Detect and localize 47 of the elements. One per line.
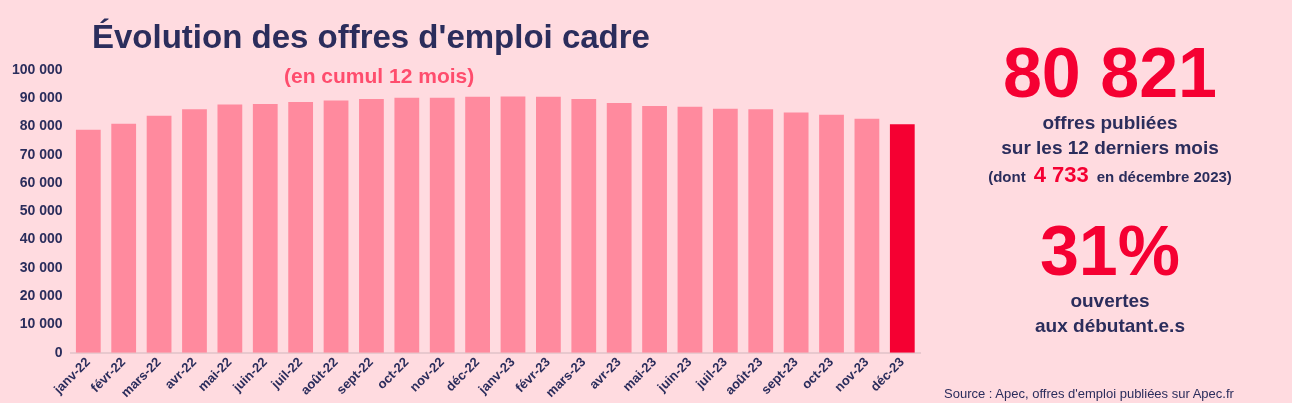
text: sur les 12 derniers mois: [1001, 137, 1219, 158]
bar: [606, 103, 632, 353]
text: offres publiées: [1042, 112, 1178, 133]
y-tick-label: 100 000: [12, 60, 63, 77]
bar: [783, 112, 809, 353]
y-tick-label: 50 000: [19, 202, 63, 219]
bar: [146, 115, 172, 353]
bar: [217, 104, 243, 353]
bar: [359, 99, 384, 353]
bar: [889, 124, 915, 353]
bar: [854, 118, 880, 353]
bar: [323, 100, 349, 353]
text: aux débutant.e.s: [1035, 315, 1185, 336]
bar: [465, 96, 490, 353]
text: en décembre 2023): [1096, 168, 1232, 185]
source-note: Source : Apec, offres d'emploi publiées sur Apec.fr: [944, 386, 1234, 401]
y-tick-label: 0: [54, 343, 63, 360]
bar: [75, 129, 101, 353]
bar: [677, 106, 703, 353]
bar: [642, 105, 667, 353]
y-tick-label: 60 000: [19, 173, 63, 190]
y-tick-label: 80 000: [19, 117, 63, 134]
bar: [429, 97, 455, 353]
y-tick-label: 30 000: [19, 258, 63, 275]
bar: [748, 109, 774, 353]
bar: [500, 96, 526, 353]
text: 31%: [1039, 212, 1181, 290]
bar: [288, 101, 314, 353]
bar: [182, 109, 207, 353]
bar: [712, 108, 738, 353]
y-tick-label: 90 000: [19, 89, 63, 106]
chart-subtitle: (en cumul 12 mois): [284, 64, 475, 88]
y-tick-label: 20 000: [19, 287, 63, 304]
bar: [536, 96, 561, 353]
bar: [819, 114, 844, 353]
text: 80 821: [1002, 34, 1218, 112]
y-tick-label: 10 000: [19, 315, 63, 332]
y-tick-label: 70 000: [19, 145, 63, 162]
text: (dont: [988, 168, 1026, 185]
chart-title: Évolution des offres d'emploi cadre: [92, 18, 650, 56]
bar: [394, 97, 420, 353]
text: 4 733: [1033, 162, 1089, 187]
bar: [252, 103, 278, 353]
text: ouvertes: [1070, 290, 1150, 311]
y-tick-label: 40 000: [19, 230, 63, 247]
bar: [111, 123, 137, 353]
bar: [571, 99, 597, 353]
